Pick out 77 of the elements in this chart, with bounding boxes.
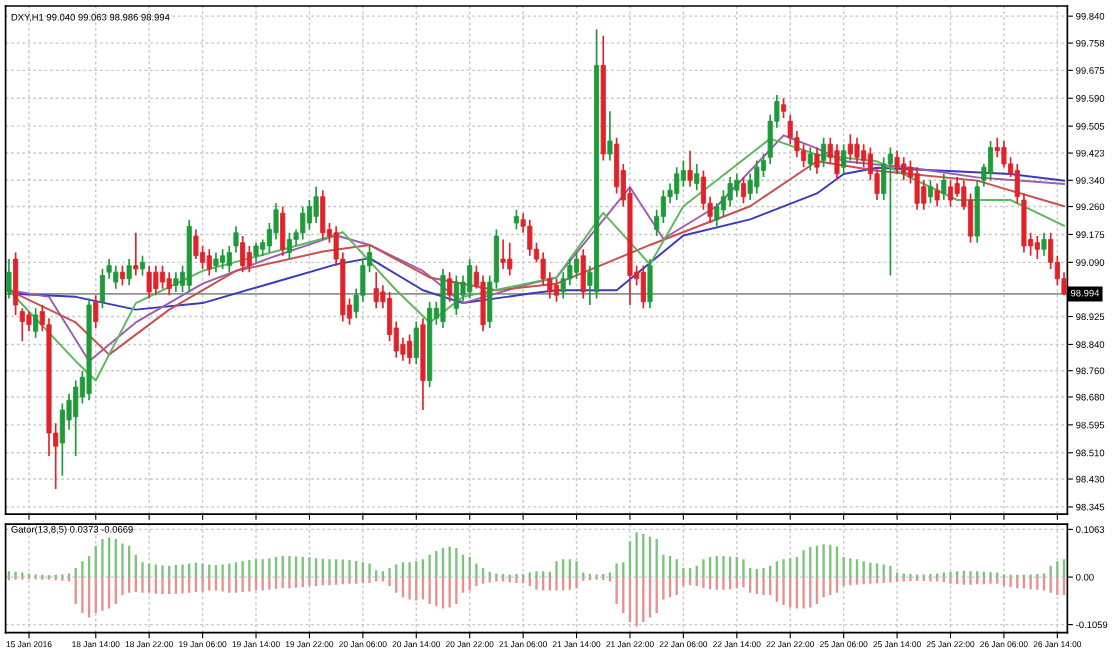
- candlestick: [93, 294, 99, 329]
- candlestick: [580, 248, 586, 300]
- candlestick: [119, 264, 126, 287]
- candlestick: [1034, 235, 1040, 260]
- candlestick: [26, 310, 32, 333]
- candlestick: [727, 176, 733, 208]
- candlestick: [640, 264, 646, 310]
- candlestick: [901, 156, 907, 182]
- candlestick: [994, 136, 1000, 159]
- candlestick: [320, 189, 326, 241]
- candlestick: [19, 307, 25, 342]
- candlestick: [674, 166, 680, 201]
- candlestick: [166, 271, 172, 297]
- candlestick: [253, 241, 259, 264]
- candlestick: [814, 146, 820, 175]
- candlestick: [453, 274, 459, 316]
- candlestick: [854, 136, 860, 165]
- candlestick: [988, 140, 994, 182]
- candlestick: [133, 231, 139, 277]
- candlestick: [286, 231, 292, 260]
- candlestick: [213, 251, 219, 274]
- candlestick: [834, 143, 840, 182]
- candlestick: [781, 97, 787, 119]
- candlestick: [914, 166, 920, 211]
- candlestick: [647, 258, 653, 310]
- candlestick: [280, 205, 286, 257]
- candlestick: [607, 110, 613, 162]
- candlestick: [13, 251, 19, 316]
- candlestick: [300, 205, 306, 241]
- candlestick: [934, 182, 940, 208]
- candlestick: [139, 254, 146, 277]
- candlestick: [573, 251, 580, 280]
- candlestick: [153, 264, 159, 297]
- candlestick: [33, 307, 39, 339]
- candlestick: [1001, 140, 1007, 169]
- candlestick: [500, 238, 506, 270]
- candlestick: [440, 268, 446, 329]
- candlestick: [807, 146, 813, 172]
- candlestick: [246, 245, 252, 274]
- candlestick: [467, 258, 473, 300]
- candlestick: [527, 218, 533, 257]
- candlestick: [6, 258, 12, 300]
- candlestick: [73, 379, 79, 457]
- candlestick: [447, 271, 453, 303]
- candlestick: [206, 248, 212, 277]
- candlestick: [240, 235, 246, 274]
- candlestick: [373, 271, 379, 310]
- candlestick: [313, 186, 319, 224]
- candlestick: [413, 320, 419, 365]
- candlestick: [113, 264, 119, 290]
- candlestick: [894, 149, 900, 175]
- candlestick: [513, 209, 519, 231]
- candlestick: [821, 136, 827, 169]
- candlestick: [694, 163, 700, 191]
- candlestick: [941, 172, 947, 201]
- candlestick: [59, 402, 65, 477]
- candlestick: [480, 274, 486, 333]
- candlestick: [687, 149, 693, 188]
- candlestick: [553, 277, 560, 303]
- candlestick: [173, 271, 179, 293]
- candlestick: [1041, 231, 1047, 257]
- candlestick: [921, 179, 927, 211]
- candlestick: [927, 179, 934, 205]
- candlestick: [887, 146, 893, 277]
- candlestick: [407, 333, 413, 365]
- candlestick: [159, 264, 166, 290]
- line-series: [7, 166, 1065, 311]
- candlestick: [220, 248, 226, 270]
- candlestick: [507, 241, 513, 277]
- candlestick: [841, 143, 847, 175]
- candlestick: [947, 179, 954, 208]
- candlestick: [126, 258, 132, 287]
- candlestick: [861, 143, 867, 169]
- candlestick: [740, 176, 747, 205]
- candlestick: [146, 264, 152, 300]
- candlestick: [754, 159, 760, 195]
- candlestick: [847, 133, 853, 162]
